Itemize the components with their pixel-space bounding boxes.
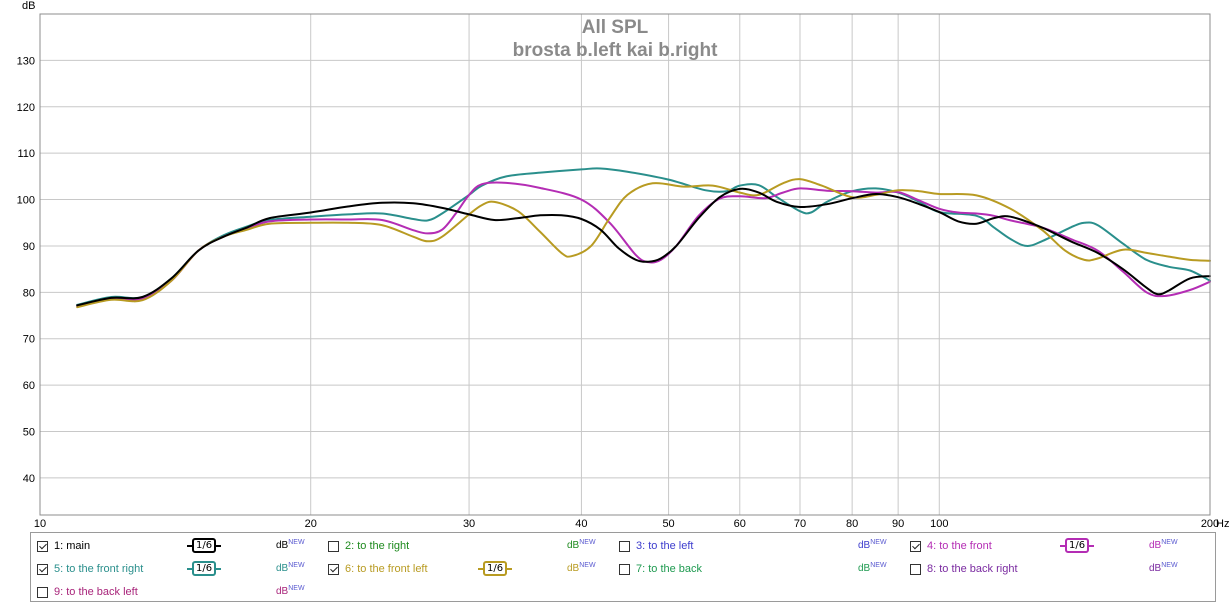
db-offset-control[interactable]: dBNEW xyxy=(567,539,596,551)
x-tick-label: 100 xyxy=(930,518,948,530)
chart-subtitle: brosta b.left kai b.right xyxy=(513,40,718,61)
db-offset-control[interactable]: dBNEW xyxy=(567,562,596,574)
x-tick-label: 70 xyxy=(794,518,806,530)
plot-frame xyxy=(39,13,1211,516)
smoothing-badge[interactable]: 1/6 xyxy=(478,561,513,576)
x-axis-unit: Hz xyxy=(1216,518,1229,530)
db-offset-control[interactable]: dBNEW xyxy=(1149,562,1178,574)
legend-label: 8: to the back right xyxy=(927,563,1018,575)
x-tick-label: 80 xyxy=(846,518,858,530)
legend-item-to-the-back-right: 8: to the back right xyxy=(910,560,1018,578)
db-offset-control[interactable]: dBNEW xyxy=(858,562,887,574)
x-tick-label: 40 xyxy=(575,518,587,530)
x-tick-label: 30 xyxy=(463,518,475,530)
axis-ticks: 10 20 30 40 50 60 70 80 90 100 200 40 50 60 70 80 90 100 1… xyxy=(17,55,1220,530)
legend-label: 2: to the right xyxy=(345,540,410,552)
legend-label: 3: to the left xyxy=(636,540,694,552)
spl-chart: dB 10 20 30 40 50 60 70 80 90 100 2004050607080901… xyxy=(17,0,1230,530)
y-tick-label: 80 xyxy=(23,287,35,299)
legend-checkbox-main[interactable] xyxy=(37,540,48,552)
legend-checkbox-to-the-back[interactable] xyxy=(619,563,630,575)
y-tick-label: 90 xyxy=(23,241,35,253)
legend-checkbox-to-the-back-left[interactable] xyxy=(37,586,48,598)
legend-item-to-the-left: 3: to the left xyxy=(619,537,693,555)
y-tick-label: 60 xyxy=(23,380,35,392)
series-line-to-the-front-left xyxy=(76,178,1211,309)
legend-label: 6: to the front left xyxy=(345,563,428,575)
x-tick-label: 60 xyxy=(734,518,746,530)
x-tick-label: 200 xyxy=(1201,518,1219,530)
db-offset-control[interactable]: dBNEW xyxy=(276,585,305,597)
y-tick-label: 100 xyxy=(17,195,35,207)
smoothing-value: 1/6 xyxy=(192,561,217,576)
x-tick-label: 10 xyxy=(34,518,46,530)
legend-item-to-the-front-left: 6: to the front left xyxy=(328,560,428,578)
legend-item-to-the-front-right: 5: to the front right xyxy=(37,560,143,578)
legend-label: 1: main xyxy=(54,540,91,552)
db-offset-control[interactable]: dBNEW xyxy=(858,539,887,551)
smoothing-value: 1/6 xyxy=(1065,538,1090,553)
legend-item-to-the-back-left: 9: to the back left xyxy=(37,583,138,601)
legend-checkbox-to-the-front-left[interactable] xyxy=(328,563,339,575)
series-lines xyxy=(76,167,1211,309)
legend-panel: 1: main 1/6 dBNEW 2: to the right dBNEW 3: to… xyxy=(30,532,1216,602)
x-tick-label: 50 xyxy=(662,518,674,530)
db-offset-control[interactable]: dBNEW xyxy=(276,539,305,551)
legend-label: 9: to the back left xyxy=(54,586,138,598)
y-tick-label: 120 xyxy=(17,102,35,114)
series-line-to-the-front-right xyxy=(76,167,1211,306)
y-tick-label: 130 xyxy=(17,55,35,67)
legend-item-to-the-right: 2: to the right xyxy=(328,537,409,555)
smoothing-badge[interactable]: 1/6 xyxy=(187,538,222,553)
legend-checkbox-to-the-right[interactable] xyxy=(328,540,339,552)
legend-checkbox-to-the-front-right[interactable] xyxy=(37,563,48,575)
chart-title: All SPL xyxy=(582,17,649,38)
y-axis-label: dB xyxy=(22,0,35,12)
db-offset-control[interactable]: dBNEW xyxy=(276,562,305,574)
legend-item-to-the-back: 7: to the back xyxy=(619,560,702,578)
legend-checkbox-to-the-left[interactable] xyxy=(619,540,630,552)
x-tick-label: 90 xyxy=(892,518,904,530)
legend-label: 5: to the front right xyxy=(54,563,144,575)
legend-item-to-the-front: 4: to the front xyxy=(910,537,992,555)
grid xyxy=(40,14,1210,515)
legend-item-main: 1: main xyxy=(37,537,90,555)
smoothing-value: 1/6 xyxy=(192,538,217,553)
smoothing-value: 1/6 xyxy=(483,561,508,576)
y-tick-label: 40 xyxy=(23,473,35,485)
legend-label: 4: to the front xyxy=(927,540,992,552)
series-line-main xyxy=(76,187,1211,307)
legend-checkbox-to-the-front[interactable] xyxy=(910,540,921,552)
series-line-to-the-front xyxy=(76,181,1211,308)
y-tick-label: 70 xyxy=(23,334,35,346)
db-offset-control[interactable]: dBNEW xyxy=(1149,539,1178,551)
y-tick-label: 50 xyxy=(23,427,35,439)
legend-checkbox-to-the-back-right[interactable] xyxy=(910,563,921,575)
x-tick-label: 20 xyxy=(305,518,317,530)
smoothing-badge[interactable]: 1/6 xyxy=(1060,538,1095,553)
y-tick-label: 110 xyxy=(17,148,35,160)
legend-label: 7: to the back xyxy=(636,563,703,575)
smoothing-badge[interactable]: 1/6 xyxy=(187,561,222,576)
